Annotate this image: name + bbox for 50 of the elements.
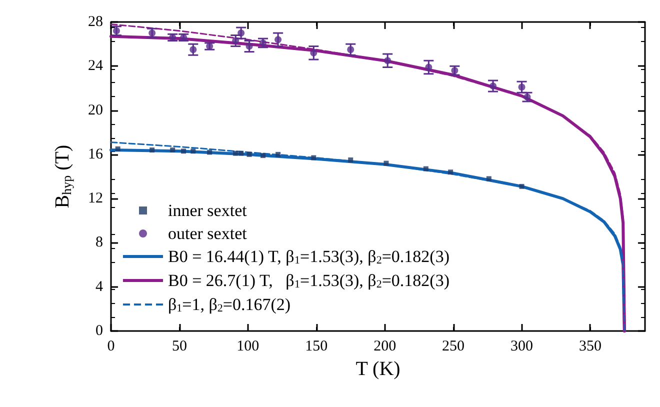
y-axis-title: Bhyp (T) — [52, 144, 74, 208]
x-tick-label: 0 — [107, 338, 115, 354]
point — [490, 82, 497, 90]
y-tick-label: 16 — [88, 146, 104, 162]
point — [150, 148, 155, 153]
point — [274, 36, 282, 44]
point — [238, 150, 244, 156]
point — [170, 148, 176, 153]
y-tick-label: 0 — [96, 323, 103, 339]
x-tick-label: 250 — [442, 338, 465, 354]
point — [384, 160, 389, 166]
point — [276, 152, 281, 157]
point — [233, 150, 238, 156]
x-tick-label: 300 — [510, 338, 534, 354]
x-tick-label: 100 — [236, 338, 260, 354]
point — [348, 157, 354, 162]
point — [148, 30, 156, 37]
y-tick-label: 8 — [96, 234, 103, 251]
y-tick-label: 28 — [88, 14, 103, 30]
x-tick-label: 150 — [305, 338, 328, 354]
point — [451, 67, 458, 74]
point — [207, 150, 212, 155]
legend-label: inner sextet — [168, 201, 248, 220]
x-axis-title: T (K) — [356, 358, 400, 380]
point — [486, 176, 492, 182]
point — [347, 46, 354, 54]
x-tick-label: 350 — [578, 338, 602, 354]
x-tick-label: 200 — [374, 338, 396, 354]
point — [384, 57, 392, 64]
point — [425, 64, 432, 71]
y-tick-label: 12 — [88, 190, 103, 207]
point — [310, 49, 318, 56]
point — [519, 184, 524, 189]
y-tick-label: 20 — [88, 102, 103, 118]
y-tick-label: 24 — [88, 58, 104, 74]
point — [246, 152, 252, 157]
point — [423, 166, 428, 172]
point — [115, 146, 120, 152]
point — [206, 42, 214, 50]
point — [448, 170, 454, 175]
x-tick-label: 50 — [172, 338, 187, 354]
point — [260, 153, 266, 158]
point — [259, 39, 266, 46]
point — [190, 46, 197, 54]
legend-label: outer sextet — [168, 224, 248, 243]
y-tick-label: 4 — [96, 278, 104, 295]
point — [311, 155, 316, 160]
point — [181, 148, 186, 154]
point — [246, 42, 253, 50]
point — [190, 148, 196, 154]
